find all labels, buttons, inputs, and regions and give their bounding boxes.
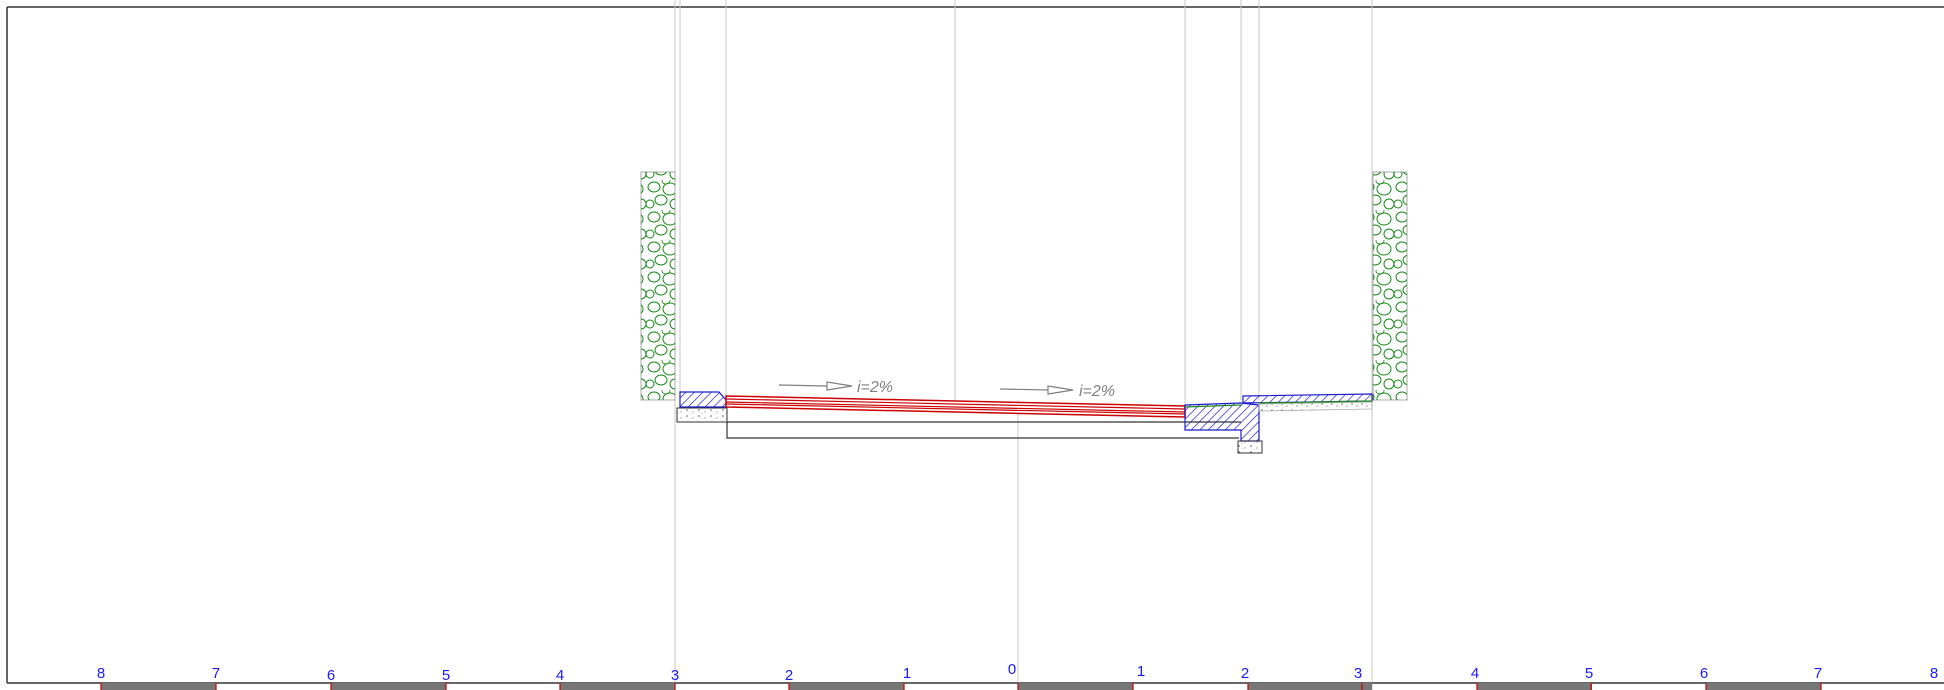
scale-segment [560,683,675,690]
scale-label: 7 [1814,665,1822,682]
scale-label: 1 [1137,663,1145,680]
scale-segment [1248,683,1372,690]
scale-segment [1018,683,1133,690]
scale-label: 1 [903,665,911,682]
subbase-layers [726,421,1241,439]
scale-label: 3 [1354,665,1362,682]
left-curb [676,391,728,423]
slope-arrow-icon [1047,385,1074,395]
right-hedge [1372,171,1408,401]
scale-label: 6 [1700,665,1708,682]
scale-label: 0 [1008,661,1016,678]
scale-label: 7 [212,665,220,682]
right-sidewalk [1242,393,1373,412]
scale-label: 5 [1585,665,1593,682]
scale-label: 6 [327,667,335,684]
scale-segment [789,683,904,690]
left-curb-foundation [676,407,728,423]
scale-labels: 8 7 6 5 4 3 2 1 0 1 2 3 4 5 6 7 8 [97,661,1938,684]
right-gutter [1184,402,1263,454]
scale-label: 3 [671,667,679,684]
slope-label-right: i=2% [1079,383,1115,400]
scale-label: 5 [442,667,450,684]
scale-label: 4 [1471,665,1479,682]
scale-segment [1477,683,1592,690]
scale-bar: 8 7 6 5 4 3 2 1 0 1 2 3 4 5 6 7 8 [7,661,1944,690]
scale-label: 2 [1241,665,1249,682]
left-hedge [640,171,676,401]
slope-indicator-left: i=2% [778,379,893,396]
scale-label: 2 [785,667,793,684]
slope-arrow-icon [826,381,853,391]
slope-indicator-right: i=2% [999,383,1115,400]
scale-label: 4 [556,667,564,684]
scale-segment [331,683,446,690]
scale-label: 8 [97,665,105,682]
drawing-frame [6,6,1944,684]
scale-segment [101,683,216,690]
scale-ticks [100,683,1822,690]
slope-label-left: i=2% [857,379,893,396]
scale-label: 8 [1930,665,1938,682]
right-curb-foundation [1237,440,1263,454]
scale-segment [1706,683,1821,690]
scale-segments [101,683,1821,690]
pavement-surface [725,395,1186,418]
vertical-guide-lines [674,0,1373,690]
